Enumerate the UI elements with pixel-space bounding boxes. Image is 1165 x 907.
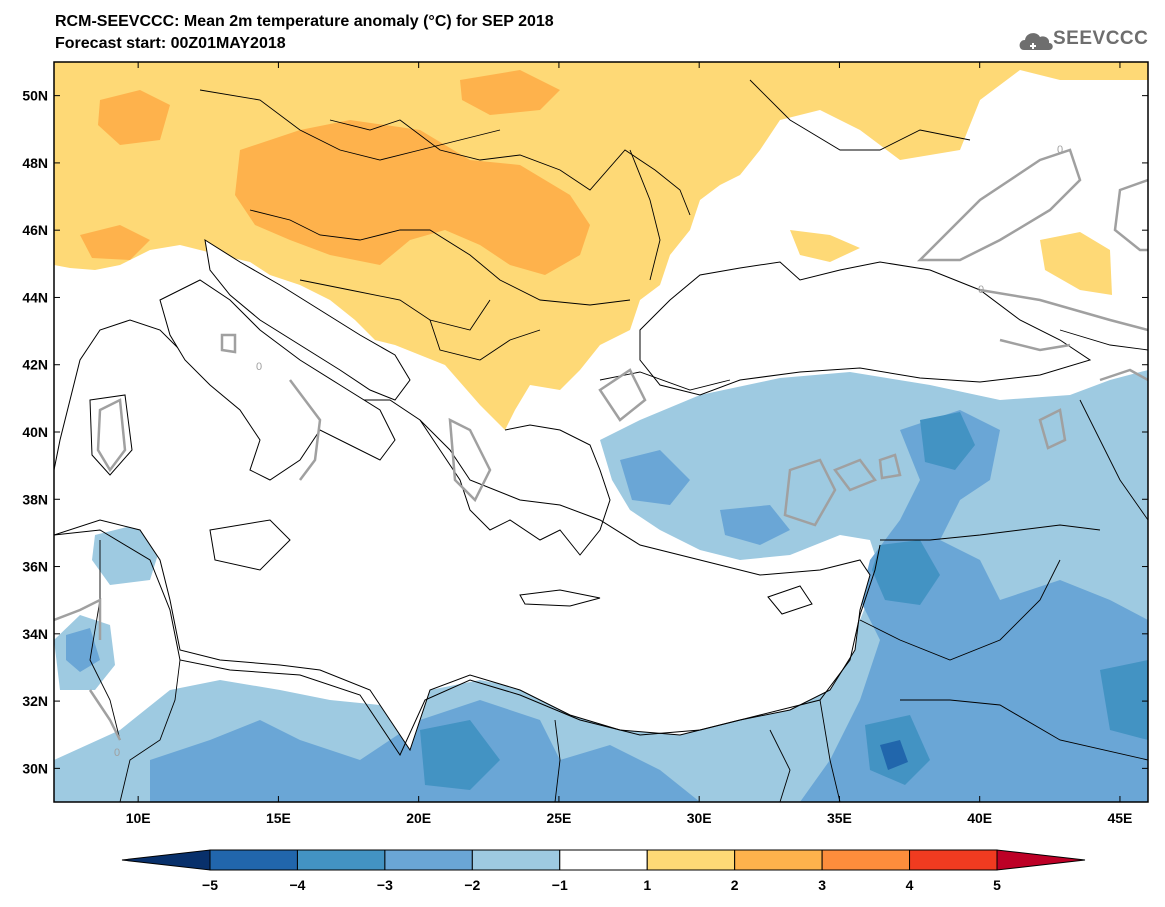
cyprus-island [767, 585, 813, 615]
lat-tick-label: 30N [22, 760, 48, 776]
lon-tick-label: 35E [827, 810, 852, 826]
adriatic-sea [204, 238, 411, 401]
contour-label-0-b: 0 [978, 284, 984, 296]
colorbar-bin [821, 849, 911, 871]
greece-coast [419, 419, 611, 556]
warm-anomaly-region-crimea [790, 230, 860, 262]
italy-land [159, 279, 396, 481]
colorbar-label: −4 [289, 877, 305, 893]
colorbar-label: −5 [202, 877, 218, 893]
lon-tick-label: 20E [406, 810, 431, 826]
cool-anomaly-region-tunisia [92, 525, 160, 585]
colorbar-bin [384, 849, 473, 871]
lat-tick-label: 42N [22, 357, 48, 373]
lat-tick-label: 36N [22, 559, 48, 575]
cloud-logo-icon [1019, 33, 1053, 50]
colorbar-bin [734, 849, 823, 871]
map-title: RCM-SEEVCCC: Mean 2m temperature anomaly… [55, 13, 554, 30]
zero-contours [54, 148, 1148, 741]
contour-label-0-a: 0 [1057, 144, 1063, 156]
lon-tick-label: 25E [546, 810, 571, 826]
lon-tick-label: 30E [687, 810, 712, 826]
colorbar-bin [559, 849, 648, 871]
longitude-axis: 10E 15E 20E 25E 30E 35E 40E 45E [126, 62, 1132, 826]
lat-tick-label: 46N [22, 222, 48, 238]
latitude-axis: 50N 48N 46N 44N 42N 40N 38N 36N 34N 32N 30N [22, 88, 1148, 776]
lon-tick-label: 45E [1107, 810, 1132, 826]
warm-anomaly-core-alps [80, 225, 150, 260]
colorbar-label: −2 [464, 877, 480, 893]
colorbar-bin [909, 849, 998, 871]
cool-anomaly-strong-east-turkey [920, 412, 975, 470]
warm-anomaly-core-central [235, 120, 590, 275]
colorbar-label: 2 [731, 877, 739, 893]
colorbar: −5 −4 −3 −2 −1 1 2 3 4 5 [121, 849, 1086, 893]
colorbar-bin [646, 849, 736, 871]
cool-anomaly-strong-iraq [1100, 660, 1148, 740]
country-borders [89, 79, 1148, 802]
cool-anomaly-core-east [800, 410, 1148, 802]
sicily-land [209, 519, 291, 571]
warm-anomaly-core-west [98, 90, 170, 145]
colorbar-min-extension [121, 849, 211, 871]
colorbar-label: 1 [643, 877, 651, 893]
north-africa-coast [54, 529, 881, 757]
colorbar-label: −3 [377, 877, 393, 893]
cool-anomaly-core-jordan [880, 740, 908, 770]
cool-anomaly-core-anatolia [620, 450, 690, 505]
lon-tick-label: 15E [266, 810, 291, 826]
lat-tick-label: 32N [22, 693, 48, 709]
forecast-start: Forecast start: 00Z01MAY2018 [55, 35, 286, 52]
cool-anomaly-core-algeria [66, 628, 100, 672]
colorbar-bin [471, 849, 561, 871]
black-sea [639, 261, 1092, 396]
lon-tick-label: 40E [967, 810, 992, 826]
seevccc-logo-text: SEEVCCC [1053, 28, 1149, 49]
warm-anomaly-region-east [1040, 232, 1112, 295]
contour-label-0-d: 0 [114, 747, 120, 759]
lat-tick-label: 50N [22, 88, 48, 104]
lat-tick-label: 38N [22, 491, 48, 507]
cool-anomaly-strong-libya [420, 720, 500, 790]
contour-label-0-c: 0 [256, 361, 262, 373]
colorbar-label: 5 [993, 877, 1001, 893]
cool-anomaly-core-anatolia-2 [720, 505, 790, 545]
lat-tick-label: 44N [22, 289, 48, 305]
lat-tick-label: 34N [22, 626, 48, 642]
colorbar-bin [209, 849, 298, 871]
cool-anomaly-strong-syria [872, 540, 940, 605]
colorbar-bin [296, 849, 386, 871]
warm-anomaly-core-north [460, 70, 560, 115]
lon-tick-label: 10E [126, 810, 151, 826]
colorbar-label: −1 [552, 877, 568, 893]
crete-island [519, 589, 601, 607]
colorbar-max-extension [996, 849, 1086, 871]
lat-tick-label: 40N [22, 424, 48, 440]
lat-tick-label: 48N [22, 155, 48, 171]
colorbar-label: 4 [906, 877, 914, 893]
colorbar-label: 3 [818, 877, 826, 893]
